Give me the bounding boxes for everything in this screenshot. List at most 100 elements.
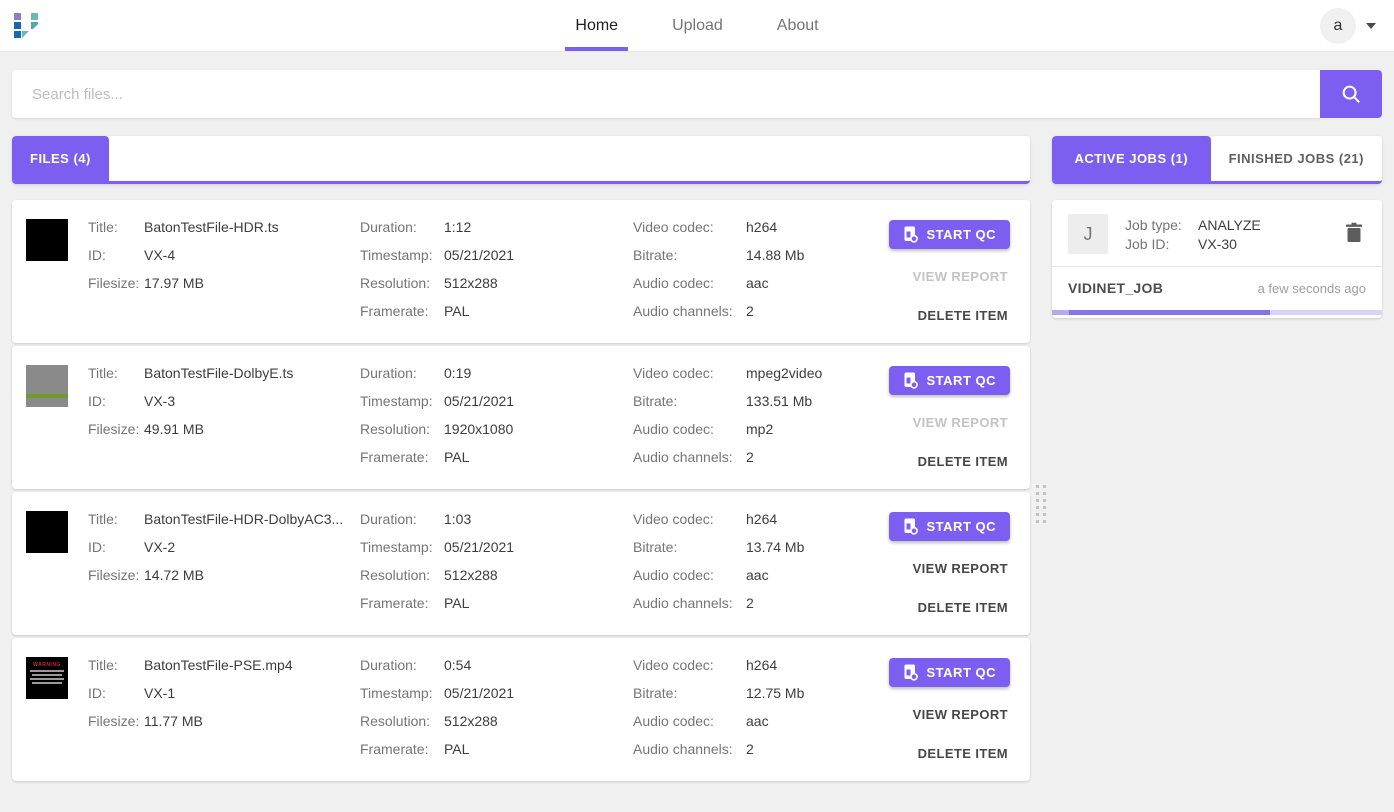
file-codec-column: Video codec: mpeg2video Bitrate: 133.51 … xyxy=(633,365,888,489)
file-media-column: Duration: 1:03 Timestamp: 05/21/2021 Res… xyxy=(360,511,633,635)
search-bar xyxy=(0,52,1394,118)
nav-tab-about[interactable]: About xyxy=(767,0,829,51)
file-card: WARNING Title: BatonTestFile-PSE.mp4 ID:… xyxy=(12,638,1030,781)
qc-document-icon xyxy=(904,226,918,243)
nav-tab-upload-label: Upload xyxy=(672,16,723,34)
resolution-label: Resolution: xyxy=(360,421,431,437)
duration-label: Duration: xyxy=(360,219,417,235)
view-report-button[interactable]: VIEW REPORT xyxy=(911,265,1010,288)
framerate-label: Framerate: xyxy=(360,595,429,611)
job-summary: J Job type: ANALYZE Job ID: VX-30 xyxy=(1052,200,1382,266)
filesize-value: 49.91 MB xyxy=(144,421,204,437)
job-type-label: Job type: xyxy=(1125,216,1182,233)
id-label: ID: xyxy=(88,685,106,701)
file-info-column: Title: BatonTestFile-DolbyE.ts ID: VX-3 … xyxy=(88,365,360,489)
id-label: ID: xyxy=(88,247,106,263)
id-value: VX-3 xyxy=(144,393,176,409)
job-meta: Job type: ANALYZE Job ID: VX-30 xyxy=(1125,217,1261,252)
file-media-column: Duration: 1:12 Timestamp: 05/21/2021 Res… xyxy=(360,219,633,343)
duration-label: Duration: xyxy=(360,511,417,527)
timestamp-value: 05/21/2021 xyxy=(444,393,515,409)
file-thumbnail xyxy=(26,219,68,261)
start-qc-button[interactable]: START QC xyxy=(888,658,1010,687)
file-card-list: Title: BatonTestFile-HDR.ts ID: VX-4 Fil… xyxy=(12,200,1030,781)
job-footer: VIDINET_JOB a few seconds ago xyxy=(1052,267,1382,310)
job-thumbnail: J xyxy=(1068,214,1108,254)
files-tabstrip: FILES (4) xyxy=(12,136,1030,184)
delete-job-button[interactable] xyxy=(1340,218,1368,251)
delete-item-button[interactable]: DELETE ITEM xyxy=(916,450,1010,473)
filesize-label: Filesize: xyxy=(88,275,140,291)
resolution-value: 512x288 xyxy=(444,567,498,583)
timestamp-value: 05/21/2021 xyxy=(444,539,515,555)
tab-active-jobs[interactable]: ACTIVE JOBS (1) xyxy=(1052,136,1211,181)
warning-line xyxy=(30,670,64,672)
start-qc-label: START QC xyxy=(926,519,996,534)
avatar[interactable]: a xyxy=(1320,7,1356,44)
start-qc-button[interactable]: START QC xyxy=(888,366,1010,395)
title-label: Title: xyxy=(88,365,118,381)
video-codec-label: Video codec: xyxy=(633,365,714,381)
search-button[interactable] xyxy=(1320,70,1382,118)
job-name: VIDINET_JOB xyxy=(1068,280,1164,296)
view-report-button[interactable]: VIEW REPORT xyxy=(911,557,1010,580)
filesize-label: Filesize: xyxy=(88,567,140,583)
files-panel: FILES (4) Title: BatonTestFile-HDR.ts ID… xyxy=(12,136,1030,784)
file-card: Title: BatonTestFile-HDR.ts ID: VX-4 Fil… xyxy=(12,200,1030,343)
job-progress-fill xyxy=(1068,310,1270,315)
warning-line xyxy=(32,674,62,676)
video-codec-label: Video codec: xyxy=(633,511,714,527)
title-value: BatonTestFile-HDR-DolbyAC3... xyxy=(144,511,344,527)
audio-channels-label: Audio channels: xyxy=(633,595,733,611)
start-qc-label: START QC xyxy=(926,373,996,388)
search-input[interactable] xyxy=(12,70,1320,118)
framerate-value: PAL xyxy=(444,741,470,757)
duration-label: Duration: xyxy=(360,657,417,673)
delete-item-button[interactable]: DELETE ITEM xyxy=(916,596,1010,619)
id-value: VX-4 xyxy=(144,247,176,263)
title-value: BatonTestFile-HDR.ts xyxy=(144,219,279,235)
bitrate-value: 12.75 Mb xyxy=(746,685,805,701)
chevron-down-icon[interactable] xyxy=(1366,22,1376,29)
audio-codec-label: Audio codec: xyxy=(633,713,714,729)
file-info-column: Title: BatonTestFile-HDR-DolbyAC3... ID:… xyxy=(88,511,360,635)
file-codec-column: Video codec: h264 Bitrate: 14.88 Mb Audi… xyxy=(633,219,888,343)
resize-handle-icon[interactable] xyxy=(1034,483,1048,525)
title-value: BatonTestFile-DolbyE.ts xyxy=(144,365,294,381)
warning-text: WARNING xyxy=(33,662,61,668)
tab-files[interactable]: FILES (4) xyxy=(12,136,109,181)
nav-tab-about-label: About xyxy=(776,16,819,34)
duration-value: 1:12 xyxy=(444,219,472,235)
job-id-value: VX-30 xyxy=(1198,235,1237,252)
tab-finished-jobs[interactable]: FINISHED JOBS (21) xyxy=(1228,151,1364,166)
video-codec-value: h264 xyxy=(746,511,778,527)
filesize-value: 11.77 MB xyxy=(144,713,203,729)
audio-codec-value: aac xyxy=(746,275,769,291)
view-report-button[interactable]: VIEW REPORT xyxy=(911,411,1010,434)
main-nav: Home Upload About xyxy=(0,0,1394,51)
duration-label: Duration: xyxy=(360,365,417,381)
audio-codec-value: aac xyxy=(746,567,769,583)
nav-tab-home[interactable]: Home xyxy=(565,0,628,51)
delete-item-button[interactable]: DELETE ITEM xyxy=(916,742,1010,765)
audio-channels-label: Audio channels: xyxy=(633,303,733,319)
title-label: Title: xyxy=(88,657,118,673)
job-card: J Job type: ANALYZE Job ID: VX-30 xyxy=(1052,200,1382,318)
delete-item-button[interactable]: DELETE ITEM xyxy=(916,304,1010,327)
bitrate-value: 14.88 Mb xyxy=(746,247,805,263)
warning-line xyxy=(32,682,62,684)
resolution-label: Resolution: xyxy=(360,713,431,729)
video-codec-label: Video codec: xyxy=(633,657,714,673)
start-qc-button[interactable]: START QC xyxy=(888,512,1010,541)
file-info-column: Title: BatonTestFile-PSE.mp4 ID: VX-1 Fi… xyxy=(88,657,360,781)
account-menu[interactable]: a xyxy=(1320,7,1394,44)
view-report-button[interactable]: VIEW REPORT xyxy=(911,703,1010,726)
bitrate-value: 13.74 Mb xyxy=(746,539,805,555)
audio-codec-label: Audio codec: xyxy=(633,275,714,291)
app-logo-icon xyxy=(14,12,40,39)
qc-document-icon xyxy=(904,372,918,389)
job-progress-lead xyxy=(1052,310,1069,315)
start-qc-button[interactable]: START QC xyxy=(888,220,1010,249)
nav-tab-upload[interactable]: Upload xyxy=(662,0,733,51)
audio-channels-label: Audio channels: xyxy=(633,449,733,465)
